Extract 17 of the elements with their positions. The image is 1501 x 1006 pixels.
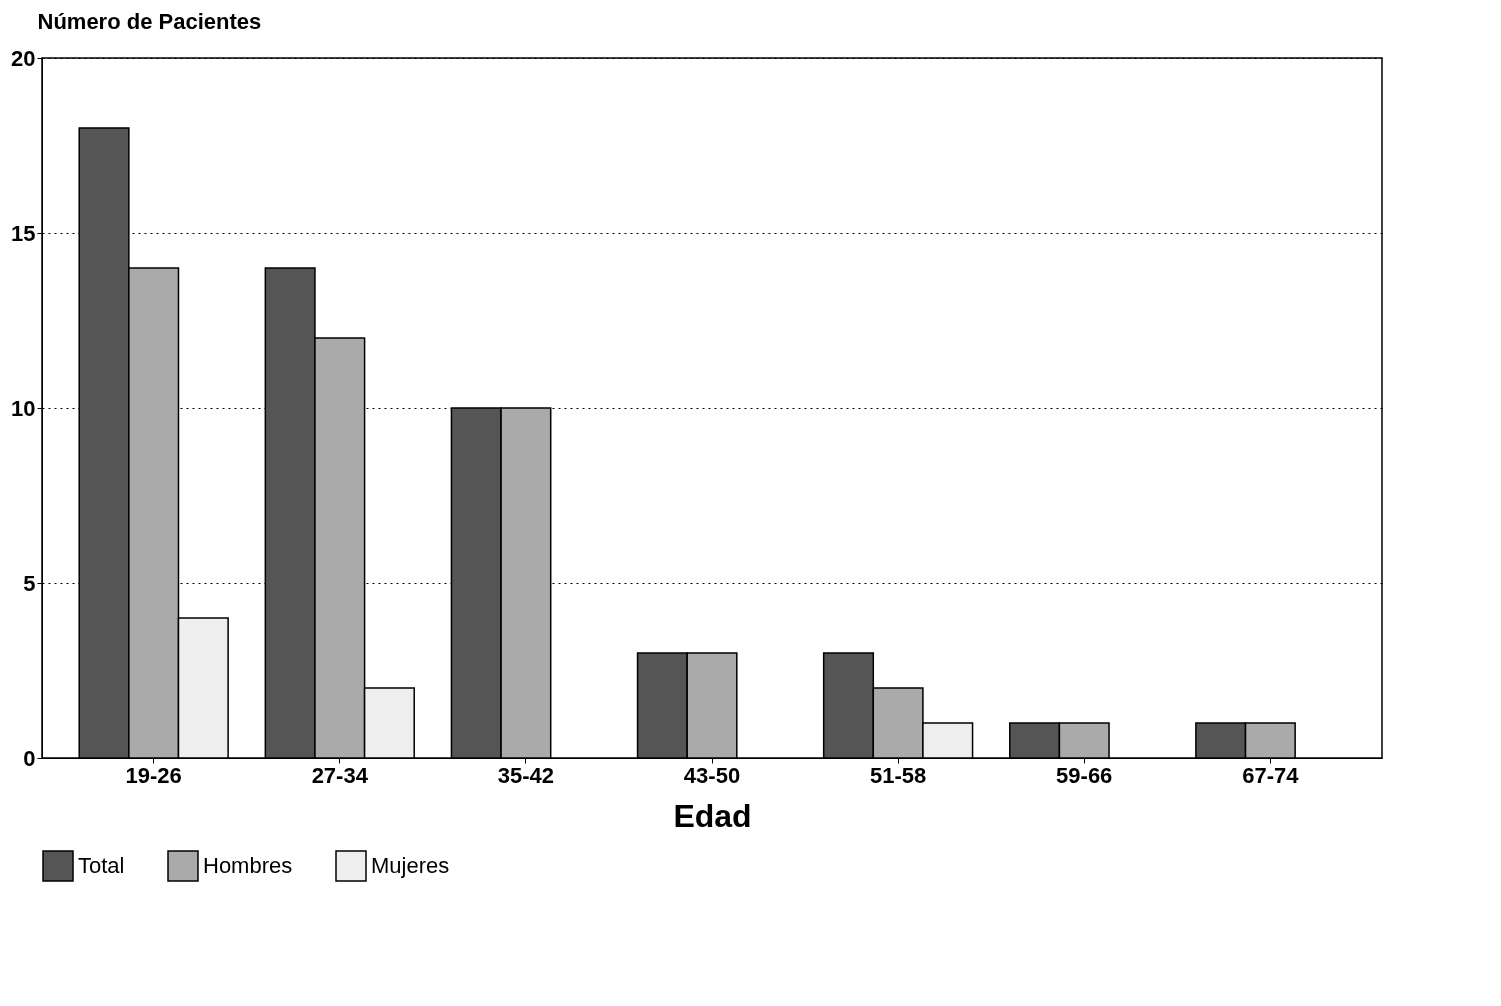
legend-label: Hombres bbox=[203, 853, 293, 878]
x-axis-title: Edad bbox=[673, 797, 752, 834]
x-tick-label: 27-34 bbox=[311, 762, 369, 788]
x-tick-label: 19-26 bbox=[125, 762, 182, 788]
x-tick-label: 51-58 bbox=[869, 762, 927, 788]
y-tick-label: 5 bbox=[23, 570, 36, 596]
x-tick-label: 35-42 bbox=[497, 762, 555, 788]
y-tick-label: 10 bbox=[11, 395, 36, 421]
x-tick-label: 43-50 bbox=[683, 762, 741, 788]
y-tick-label: 20 bbox=[11, 45, 36, 71]
y-tick-label: 15 bbox=[11, 220, 36, 246]
legend-label: Total bbox=[78, 853, 125, 878]
y-axis-title: Número de Pacientes bbox=[37, 8, 262, 34]
x-tick-label: 67-74 bbox=[1242, 762, 1300, 788]
y-tick-label: 0 bbox=[23, 745, 36, 771]
x-tick-label: 59-66 bbox=[1056, 762, 1113, 788]
legend-label: Mujeres bbox=[371, 853, 450, 878]
